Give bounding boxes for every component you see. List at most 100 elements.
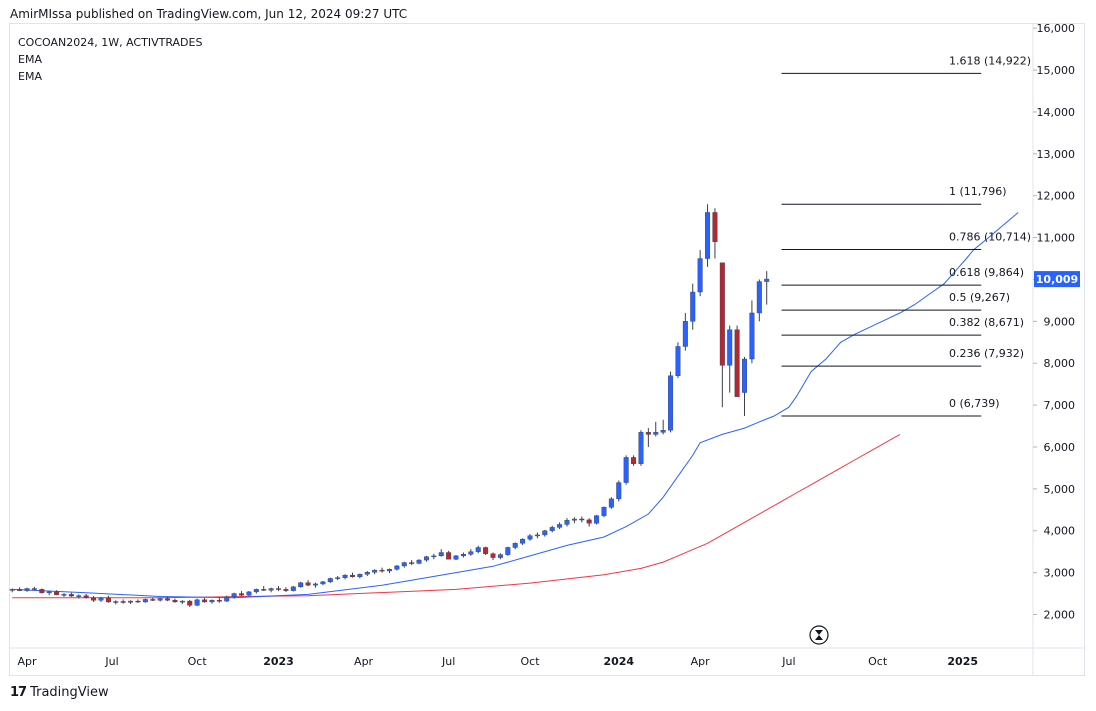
candle-body[interactable] xyxy=(557,524,563,528)
candle-body[interactable] xyxy=(534,534,540,537)
candle-body[interactable] xyxy=(61,594,67,596)
candle-body[interactable] xyxy=(335,577,341,579)
candle-body[interactable] xyxy=(719,262,725,366)
candle-body[interactable] xyxy=(586,519,592,524)
candle-body[interactable] xyxy=(283,589,289,591)
candle-body[interactable] xyxy=(372,569,378,573)
candle-body[interactable] xyxy=(734,329,740,397)
candle-body[interactable] xyxy=(31,588,37,590)
candle-body[interactable] xyxy=(446,552,452,560)
candle-body[interactable] xyxy=(128,600,134,603)
candle-body[interactable] xyxy=(527,535,533,540)
candle-body[interactable] xyxy=(157,598,163,601)
candle-body[interactable] xyxy=(579,518,585,521)
candle-body[interactable] xyxy=(497,554,503,558)
candle-body[interactable] xyxy=(349,574,355,578)
candle-body[interactable] xyxy=(305,582,311,586)
candle-body[interactable] xyxy=(113,601,119,603)
candle-body[interactable] xyxy=(231,593,237,598)
candle-body[interactable] xyxy=(505,547,511,555)
candle-body[interactable] xyxy=(357,574,363,578)
candle-body[interactable] xyxy=(653,432,659,435)
candle-body[interactable] xyxy=(697,258,703,293)
candle-body[interactable] xyxy=(571,518,577,521)
candle-body[interactable] xyxy=(172,600,178,603)
candle-body[interactable] xyxy=(209,600,215,603)
candle-body[interactable] xyxy=(320,581,326,585)
candle-body[interactable] xyxy=(194,599,200,606)
candle-body[interactable] xyxy=(202,599,208,603)
candle-body[interactable] xyxy=(165,598,171,601)
candle-body[interactable] xyxy=(742,358,748,393)
candle-body[interactable] xyxy=(623,457,629,483)
candle-body[interactable] xyxy=(594,515,600,524)
candle-body[interactable] xyxy=(105,597,111,603)
candle-body[interactable] xyxy=(490,553,496,558)
candle-body[interactable] xyxy=(239,593,245,596)
candle-body[interactable] xyxy=(313,583,318,586)
candle-body[interactable] xyxy=(438,552,444,557)
candle-body[interactable] xyxy=(9,589,15,591)
candle-body[interactable] xyxy=(645,432,651,435)
candle-body[interactable] xyxy=(98,597,104,601)
candle-body[interactable] xyxy=(386,569,392,572)
candle-body[interactable] xyxy=(542,530,548,536)
candle-body[interactable] xyxy=(246,591,252,596)
candle-body[interactable] xyxy=(46,591,52,594)
candle-body[interactable] xyxy=(483,547,489,554)
candle-body[interactable] xyxy=(749,312,755,360)
candle-body[interactable] xyxy=(24,588,30,591)
candle-body[interactable] xyxy=(39,589,45,593)
candle-body[interactable] xyxy=(187,600,193,606)
candle-body[interactable] xyxy=(675,346,681,376)
candle-body[interactable] xyxy=(150,599,156,601)
candle-body[interactable] xyxy=(660,430,666,433)
candle-body[interactable] xyxy=(423,556,429,561)
candle-body[interactable] xyxy=(179,600,185,603)
candle-body[interactable] xyxy=(401,562,407,567)
candle-body[interactable] xyxy=(17,589,23,591)
candle-body[interactable] xyxy=(638,432,644,464)
candle-body[interactable] xyxy=(327,578,333,583)
legend-symbol[interactable]: COCOAN2024, 1W, ACTIVTRADES xyxy=(18,36,203,49)
candle-body[interactable] xyxy=(379,569,385,572)
candle-body[interactable] xyxy=(608,498,614,508)
legend-ema-2[interactable]: EMA xyxy=(18,70,42,83)
candle-body[interactable] xyxy=(342,574,348,578)
candle-body[interactable] xyxy=(460,553,466,557)
ema-slow-line[interactable] xyxy=(12,433,901,599)
candle-body[interactable] xyxy=(364,571,370,575)
footer-brand[interactable]: 17 TradingView xyxy=(10,685,109,700)
candle-body[interactable] xyxy=(142,599,148,603)
candle-body[interactable] xyxy=(668,375,674,431)
candle-body[interactable] xyxy=(705,212,711,259)
candle-body[interactable] xyxy=(135,600,141,603)
candle-body[interactable] xyxy=(276,588,282,590)
candle-body[interactable] xyxy=(475,547,481,552)
candle-body[interactable] xyxy=(216,600,222,602)
candle-body[interactable] xyxy=(409,562,415,564)
candle-body[interactable] xyxy=(268,588,274,591)
candle-body[interactable] xyxy=(416,559,422,564)
candle-body[interactable] xyxy=(690,291,696,322)
candle-body[interactable] xyxy=(764,278,770,282)
hourglass-icon[interactable] xyxy=(809,625,829,645)
candle-body[interactable] xyxy=(54,591,60,596)
candle-body[interactable] xyxy=(453,555,459,560)
candle-body[interactable] xyxy=(253,589,259,593)
candle-body[interactable] xyxy=(298,582,304,588)
candle-body[interactable] xyxy=(394,565,400,570)
candle-body[interactable] xyxy=(682,321,688,347)
candle-body[interactable] xyxy=(120,601,126,603)
candle-body[interactable] xyxy=(564,520,570,525)
candle-body[interactable] xyxy=(520,538,526,544)
candle-body[interactable] xyxy=(83,595,89,598)
candle-body[interactable] xyxy=(224,596,230,602)
candle-body[interactable] xyxy=(631,457,637,464)
candle-body[interactable] xyxy=(616,482,622,500)
candle-body[interactable] xyxy=(91,597,97,601)
candle-body[interactable] xyxy=(261,589,267,591)
candle-body[interactable] xyxy=(468,551,474,555)
candle-body[interactable] xyxy=(601,507,607,516)
